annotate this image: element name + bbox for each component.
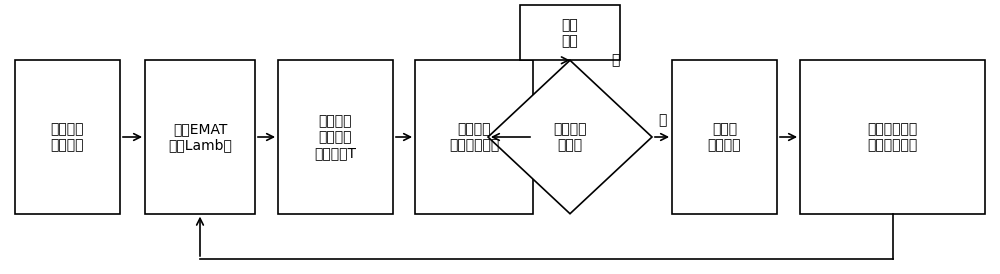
Bar xyxy=(15,60,120,214)
Text: 否: 否 xyxy=(658,113,666,128)
Text: 全向EMAT
收发Lamb波: 全向EMAT 收发Lamb波 xyxy=(168,122,232,152)
Bar xyxy=(415,60,533,214)
Text: 射线反复修正
得到最短路径: 射线反复修正 得到最短路径 xyxy=(867,122,918,152)
Bar xyxy=(145,60,255,214)
Text: 成像精度
较高？: 成像精度 较高？ xyxy=(553,122,587,152)
Bar xyxy=(520,5,620,60)
Text: 检测波形
结果分析
提取走时T: 检测波形 结果分析 提取走时T xyxy=(314,114,356,160)
Bar xyxy=(278,60,393,214)
Text: 外推法
射线追踪: 外推法 射线追踪 xyxy=(708,122,741,152)
Bar xyxy=(800,60,985,214)
Text: 迭代计算
得到缺陷分布: 迭代计算 得到缺陷分布 xyxy=(449,122,499,152)
Bar xyxy=(672,60,777,214)
Text: 成像区域
网格划分: 成像区域 网格划分 xyxy=(51,122,84,152)
Text: 预期
结果: 预期 结果 xyxy=(562,18,578,48)
Polygon shape xyxy=(488,60,652,214)
Text: 是: 是 xyxy=(611,53,619,67)
